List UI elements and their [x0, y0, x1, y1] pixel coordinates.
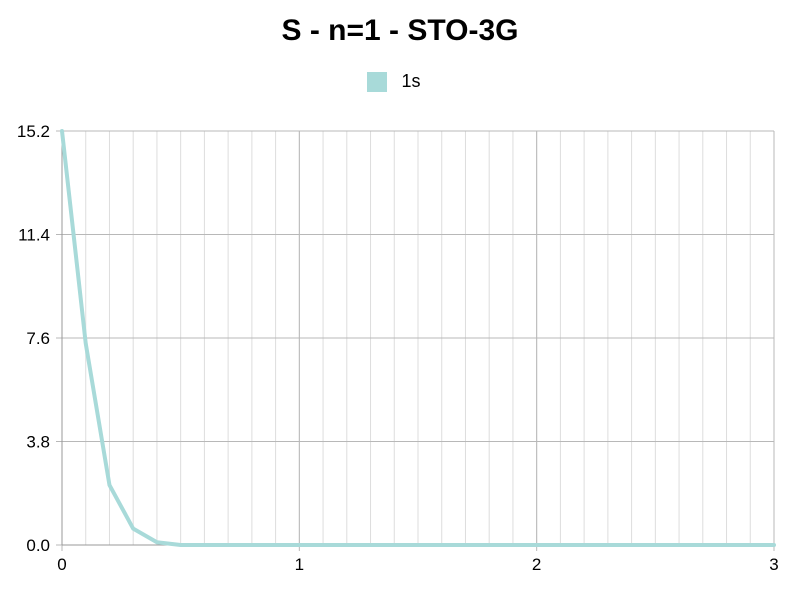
y-tick-label: 0.0 [26, 536, 50, 555]
legend-swatch-1s [367, 71, 388, 92]
grid-major [56, 130, 775, 551]
x-tick-label: 3 [769, 555, 778, 574]
series-layer [60, 129, 776, 547]
y-tick-label: 15.2 [17, 122, 50, 141]
x-tick-label: 2 [532, 555, 541, 574]
series-line-1s[interactable] [60, 129, 776, 547]
y-tick-label: 7.6 [26, 329, 50, 348]
legend[interactable]: 1s [0, 71, 800, 92]
chart-title: S - n=1 - STO-3G [281, 14, 519, 47]
legend-label-1s: 1s [401, 71, 421, 91]
x-axis-labels: 0 1 2 3 [57, 555, 778, 574]
y-tick-label: 3.8 [26, 433, 50, 452]
x-tick-label: 0 [57, 555, 66, 574]
y-axis-labels: 0.0 3.8 7.6 11.4 15.2 [17, 122, 50, 555]
y-tick-label: 11.4 [18, 226, 50, 245]
x-tick-label: 1 [295, 555, 304, 574]
